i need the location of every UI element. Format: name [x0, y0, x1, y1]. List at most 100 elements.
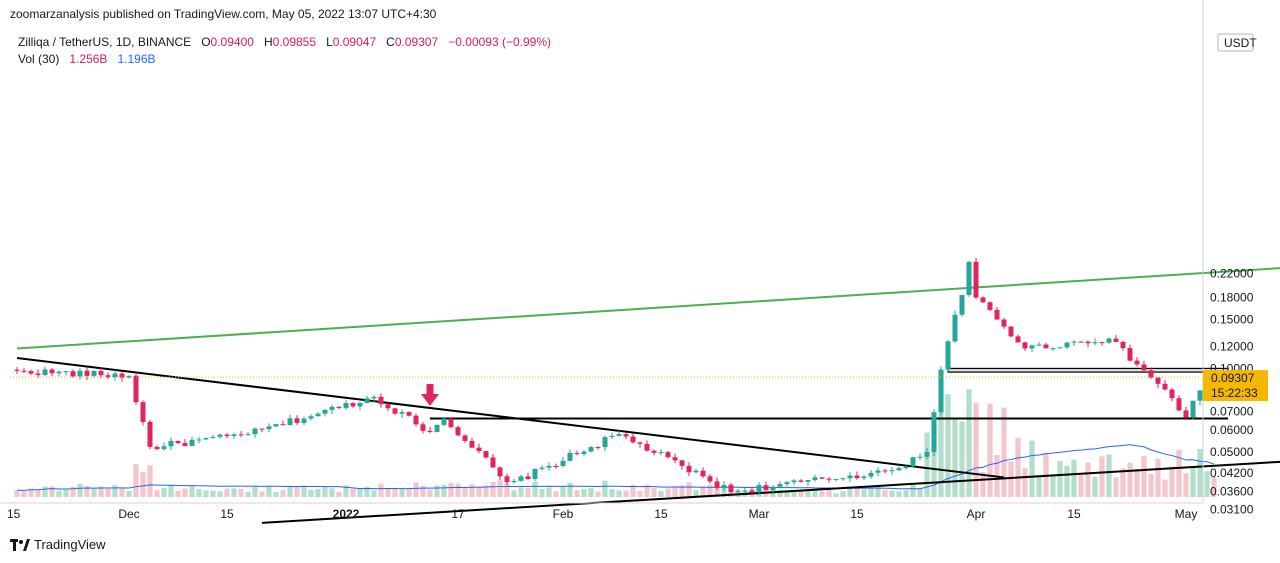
candle-body: [1120, 341, 1126, 349]
volume-bar: [805, 490, 811, 497]
volume-bar: [791, 490, 797, 497]
volume-bar: [546, 487, 552, 497]
candle-body: [616, 434, 622, 436]
volume-bar: [294, 486, 300, 497]
candle-body: [392, 408, 398, 414]
volume-bars: [14, 382, 1217, 497]
low-value: 0.09047: [332, 35, 377, 49]
candle-body: [427, 430, 433, 433]
candle-body: [742, 490, 748, 492]
candle-body: [987, 302, 993, 310]
volume-bar: [826, 489, 832, 497]
volume-bar: [168, 484, 174, 497]
drawings-layer: [16, 267, 1280, 524]
candle-body: [483, 451, 489, 458]
volume-bar: [798, 490, 804, 497]
candle-body: [441, 418, 447, 425]
volume-bar: [357, 487, 363, 497]
volume-bar: [889, 490, 895, 497]
candle-body: [1036, 344, 1042, 346]
candle-body: [399, 412, 405, 414]
volume-bar: [693, 490, 699, 497]
candle-body: [581, 451, 587, 455]
volume-bar: [532, 481, 538, 497]
candle-body: [1078, 341, 1084, 343]
candle-body: [707, 476, 713, 482]
volume-bar: [91, 488, 97, 497]
candle-body: [875, 470, 881, 473]
volume-bar: [1106, 454, 1112, 497]
time-tick-label: 15: [850, 507, 864, 521]
volume-bar: [385, 488, 391, 497]
candle-body: [336, 406, 342, 408]
candle-body: [21, 370, 27, 372]
volume-bar: [924, 432, 930, 497]
candle-body: [924, 452, 930, 457]
candle-body: [98, 370, 104, 376]
time-tick-label: Mar: [749, 507, 770, 521]
volume-bar: [1085, 462, 1091, 497]
volume-bar: [959, 421, 965, 497]
candle-body: [420, 424, 426, 431]
volume-bar: [679, 485, 685, 497]
candle-body: [1015, 336, 1021, 343]
last-price-label: 0.09307: [1211, 371, 1255, 385]
volume-bar: [1050, 475, 1056, 497]
volume-bar: [399, 489, 405, 497]
volume-bar: [644, 484, 650, 497]
candle-body: [42, 369, 48, 376]
candle-body: [672, 457, 678, 461]
volume-bar: [245, 491, 251, 497]
candle-body: [175, 440, 181, 444]
time-tick-label: Feb: [553, 507, 574, 521]
volume-bar: [231, 488, 237, 497]
candle-body: [966, 261, 972, 296]
candle-body: [994, 309, 1000, 320]
volume-bar: [1169, 466, 1175, 497]
volume-bar: [630, 484, 636, 497]
candle-body: [112, 373, 118, 378]
footer-brand[interactable]: TradingView: [10, 537, 106, 552]
time-tick-label: 15: [654, 507, 668, 521]
volume-bar: [483, 485, 489, 497]
open-value: 0.09400: [210, 35, 254, 49]
volume-bar: [140, 472, 146, 497]
volume-bar: [1197, 448, 1203, 497]
candle-body: [1064, 342, 1070, 348]
candle-body: [910, 457, 916, 467]
volume-bar: [868, 488, 874, 497]
price-tick-label: 0.06000: [1210, 423, 1254, 437]
price-tick-label: 0.03600: [1210, 485, 1254, 499]
candle-body: [504, 476, 510, 483]
symbol-name[interactable]: Zilliqa / TetherUS, 1D, BINANCE: [18, 35, 192, 49]
volume-bar: [105, 488, 111, 497]
candle-body: [448, 418, 454, 428]
candle-body: [329, 406, 335, 410]
volume-label[interactable]: Vol (30): [18, 52, 60, 66]
volume-bar: [1036, 475, 1042, 497]
volume-bar: [49, 486, 55, 497]
candle-body: [196, 439, 202, 441]
candle-body: [63, 371, 69, 373]
candle-body: [385, 404, 391, 409]
tradingview-logo-icon: [10, 538, 30, 551]
candle-body: [1071, 341, 1077, 343]
volume-bar: [392, 488, 398, 497]
countdown-label: 15:22:33: [1211, 386, 1258, 400]
volume-bar: [455, 483, 461, 497]
candle-body: [714, 481, 720, 488]
volume-bar: [322, 486, 328, 497]
candle-body: [231, 434, 237, 437]
price-tick-label: 0.04200: [1210, 466, 1254, 480]
volume-bar: [14, 490, 20, 497]
volume-bar: [861, 489, 867, 497]
candle-body: [840, 478, 846, 480]
volume-bar: [700, 486, 706, 497]
candle-body: [847, 475, 853, 479]
currency-label: USDT: [1224, 36, 1257, 50]
candle-body: [1190, 400, 1196, 418]
volume-bar: [182, 488, 188, 497]
candle-body: [378, 396, 384, 405]
volume-bar: [63, 489, 69, 497]
